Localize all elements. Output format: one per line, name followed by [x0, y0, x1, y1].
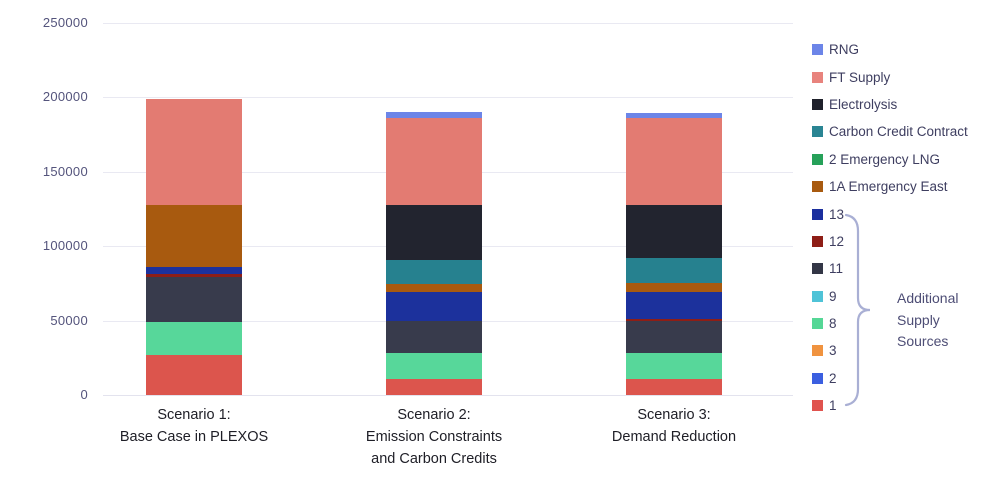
category-label-line: Scenario 3:: [637, 407, 711, 423]
legend-item-ft-supply: FT Supply: [812, 63, 968, 90]
segment-carbon-credit-contract: [626, 258, 722, 284]
legend-item-8: 8: [812, 310, 968, 337]
segment-13: [386, 292, 482, 321]
y-axis-tick-0: 0: [80, 387, 88, 402]
segment-13: [146, 267, 242, 275]
segment-1: [626, 378, 722, 395]
legend-label: 12: [829, 233, 845, 249]
legend-label: Carbon Credit Contract: [829, 124, 968, 140]
legend-item-carbon-credit-contract: Carbon Credit Contract: [812, 118, 968, 145]
segment-11: [386, 320, 482, 354]
segment-11: [146, 277, 242, 323]
bar-scenario-1: [146, 98, 242, 395]
bar-scenario-2: [386, 111, 482, 395]
legend-label: 11: [829, 261, 844, 277]
category-label-line: Emission Constraints: [365, 428, 503, 445]
legend-item-2-emergency-lng: 2 Emergency LNG: [812, 146, 968, 173]
plot-area: [103, 23, 793, 396]
legend-label: 1A Emergency East: [829, 179, 948, 195]
legend-item-rng: RNG: [812, 36, 968, 63]
category-label-line: Scenario 2:: [397, 407, 471, 423]
legend-item-13: 13: [812, 200, 968, 227]
segment-8: [626, 352, 722, 379]
segment-rng: [626, 113, 722, 119]
legend-swatch-icon: [812, 98, 823, 110]
legend-label: 3: [829, 343, 837, 359]
legend-swatch-icon: [812, 126, 823, 138]
category-label-scenario-2: Scenario 2: Emission Constraints and Carbo…: [294, 405, 574, 470]
category-label-line: and Carbon Credits: [371, 450, 497, 467]
segment-1a-emergency-east: [386, 284, 482, 293]
category-label-line: Base Case in PLEXOS: [119, 428, 269, 445]
legend-swatch-icon: [812, 44, 823, 56]
gridline-200000: [103, 97, 793, 99]
segment-11: [626, 321, 722, 353]
legend-swatch-icon: [812, 235, 823, 247]
segment-ft-supply: [626, 118, 722, 205]
segment-1a-emergency-east: [146, 204, 242, 268]
y-axis-tick-100000: 100000: [42, 238, 88, 254]
segment-8: [146, 322, 242, 355]
legend-label: 8: [829, 316, 837, 332]
y-axis-tick-200000: 200000: [42, 89, 88, 105]
legend-swatch-icon: [812, 153, 823, 165]
segment-8: [386, 353, 482, 379]
legend-item-3: 3: [812, 337, 968, 364]
legend-swatch-icon: [812, 71, 823, 83]
legend-item-9: 9: [812, 283, 968, 310]
legend-item-2: 2: [812, 365, 968, 392]
legend-label: 2 Emergency LNG: [829, 151, 941, 167]
legend-label: 2: [829, 370, 837, 386]
category-label-scenario-3: Scenario 3: Demand Reduction: [534, 405, 814, 449]
legend-label: Electrolysis: [829, 96, 898, 112]
legend-swatch-icon: [812, 345, 823, 357]
legend-swatch-icon: [812, 208, 823, 220]
segment-ft-supply: [386, 117, 482, 206]
legend-label: 1: [829, 398, 837, 414]
y-axis-tick-50000: 50000: [50, 312, 88, 328]
legend-item-11: 11: [812, 255, 968, 282]
segment-1a-emergency-east: [626, 283, 722, 292]
segment-electrolysis: [626, 204, 722, 259]
y-axis-tick-150000: 150000: [42, 163, 88, 179]
legend-group-brace: [844, 213, 871, 407]
chart-legend: RNG FT Supply Electrolysis Carbon Credit Co…: [812, 36, 968, 419]
segment-ft-supply: [146, 98, 242, 205]
gridline-0: [103, 395, 793, 396]
legend-item-12: 12: [812, 228, 968, 255]
bar-scenario-3: [626, 113, 722, 395]
category-label-line: Demand Reduction: [611, 428, 737, 445]
legend-item-1a-emergency-east: 1A Emergency East: [812, 173, 968, 200]
annotation-additional-supply-sources: Additional Supply Sources: [897, 290, 959, 350]
segment-1: [146, 354, 242, 395]
legend-label: RNG: [829, 42, 859, 58]
legend-swatch-icon: [812, 372, 823, 384]
legend-label: FT Supply: [829, 69, 891, 85]
segment-rng: [386, 111, 482, 118]
legend-item-1: 1: [812, 392, 968, 419]
legend-label: 9: [829, 288, 837, 304]
y-axis-tick-250000: 250000: [42, 15, 88, 30]
category-label-line: Scenario 1:: [157, 407, 231, 423]
legend-swatch-icon: [812, 263, 823, 275]
legend-item-electrolysis: Electrolysis: [812, 91, 968, 118]
legend-label: 13: [829, 206, 845, 222]
segment-13: [626, 291, 722, 320]
segment-12: [626, 319, 722, 322]
category-label-scenario-1: Scenario 1: Base Case in PLEXOS: [54, 405, 334, 449]
legend-swatch-icon: [812, 290, 823, 302]
segment-12: [146, 274, 242, 278]
gridline-250000: [103, 23, 793, 24]
segment-carbon-credit-contract: [386, 259, 482, 285]
segment-electrolysis: [386, 205, 482, 260]
segment-1: [386, 378, 482, 395]
legend-swatch-icon: [812, 318, 823, 330]
legend-swatch-icon: [812, 400, 823, 412]
legend-swatch-icon: [812, 181, 823, 193]
